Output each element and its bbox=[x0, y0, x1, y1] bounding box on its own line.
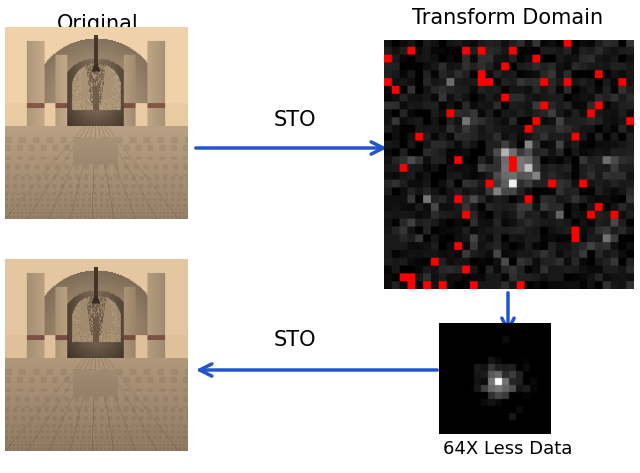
Text: 64X Less Data: 64X Less Data bbox=[444, 440, 573, 458]
Text: STO: STO bbox=[274, 110, 316, 130]
Text: Original: Original bbox=[57, 14, 139, 34]
Text: Preview: Preview bbox=[58, 268, 139, 288]
Text: STO: STO bbox=[274, 330, 316, 350]
Text: Resample: Resample bbox=[464, 265, 552, 283]
Text: Transform Domain: Transform Domain bbox=[412, 8, 604, 28]
